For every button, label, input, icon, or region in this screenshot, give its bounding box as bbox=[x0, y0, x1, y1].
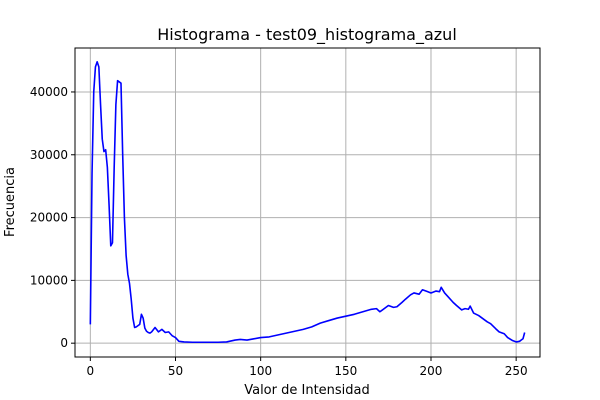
x-tick-label: 50 bbox=[168, 364, 183, 378]
y-tick-label: 0 bbox=[60, 336, 68, 350]
y-tick-label: 40000 bbox=[30, 85, 68, 99]
x-tick-label: 250 bbox=[505, 364, 528, 378]
histogram-series-line bbox=[89, 61, 526, 344]
y-tick-label: 10000 bbox=[30, 273, 68, 287]
x-tick-label: 0 bbox=[87, 364, 95, 378]
x-axis-label: Valor de Intensidad bbox=[244, 383, 370, 398]
grid-layer bbox=[75, 48, 540, 357]
tick-layer: 0 50 100 150 200 250 0 10000 20000 30000 40000 bbox=[30, 85, 528, 378]
plot-frame bbox=[74, 47, 541, 358]
data-layer bbox=[89, 61, 526, 344]
x-tick-label: 200 bbox=[420, 364, 443, 378]
y-tick-label: 30000 bbox=[30, 148, 68, 162]
chart-title: Histograma - test09_histograma_azul bbox=[157, 25, 457, 45]
x-tick-label: 150 bbox=[334, 364, 357, 378]
y-axis-label: Frecuencia bbox=[3, 167, 18, 237]
y-tick-label: 20000 bbox=[30, 211, 68, 225]
x-tick-label: 100 bbox=[249, 364, 272, 378]
